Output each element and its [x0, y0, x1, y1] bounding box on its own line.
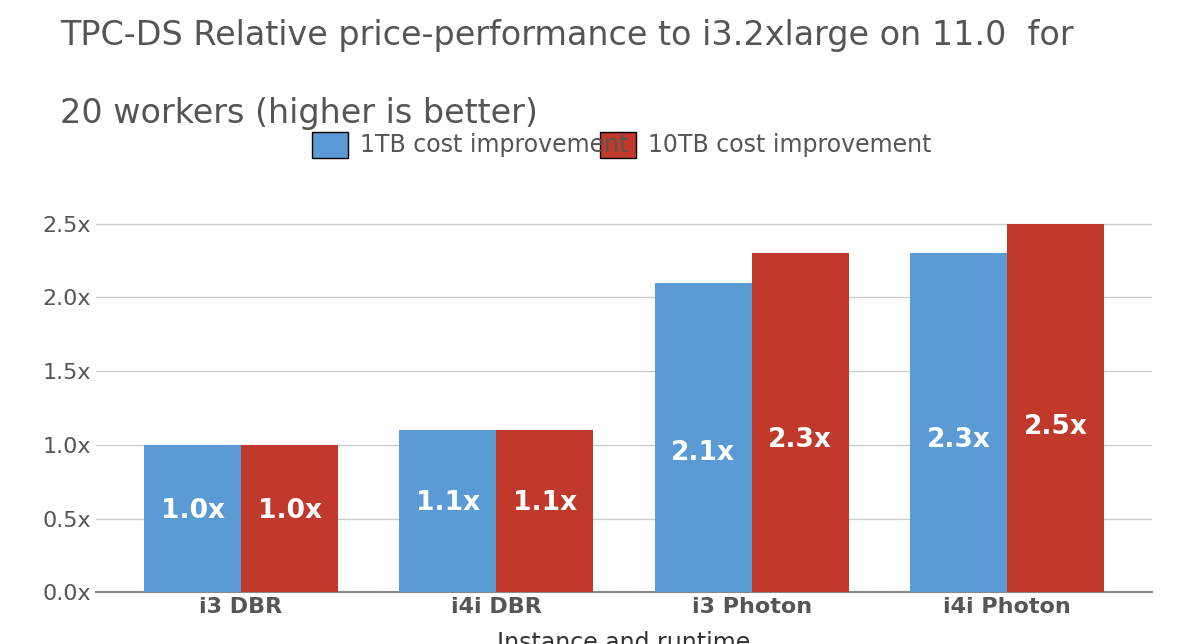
Text: 1.0x: 1.0x [161, 498, 224, 524]
Bar [497, 430, 593, 592]
Text: 2.1x: 2.1x [671, 440, 736, 466]
X-axis label: Instance and runtime: Instance and runtime [497, 631, 751, 644]
Bar [751, 253, 848, 592]
Text: 2.3x: 2.3x [926, 427, 990, 453]
Text: 1.0x: 1.0x [258, 498, 322, 524]
Text: 2.5x: 2.5x [1024, 413, 1087, 439]
Bar [144, 445, 241, 592]
Text: 2.3x: 2.3x [768, 427, 832, 453]
Text: 10TB cost improvement: 10TB cost improvement [648, 133, 931, 157]
Bar [241, 445, 338, 592]
Bar [1007, 223, 1104, 592]
Text: 20 workers (higher is better): 20 workers (higher is better) [60, 97, 538, 129]
Text: 1.1x: 1.1x [512, 490, 577, 516]
Bar [910, 253, 1007, 592]
Text: 1.1x: 1.1x [415, 490, 480, 516]
Text: 1TB cost improvement: 1TB cost improvement [360, 133, 629, 157]
Bar [400, 430, 497, 592]
Text: TPC-DS Relative price-performance to i3.2xlarge on 11.0  for: TPC-DS Relative price-performance to i3.… [60, 19, 1074, 52]
Bar [655, 283, 751, 592]
